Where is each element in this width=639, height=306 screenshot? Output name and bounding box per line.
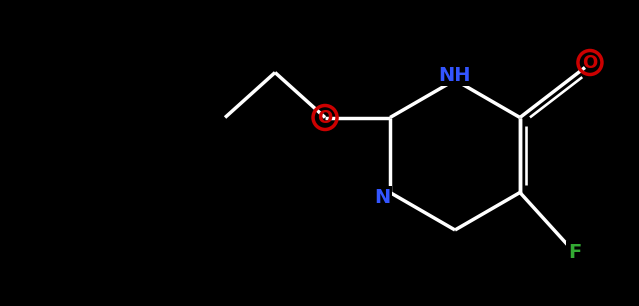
Text: F: F bbox=[568, 243, 581, 262]
Text: N: N bbox=[374, 188, 390, 207]
Text: O: O bbox=[582, 54, 597, 72]
Text: NH: NH bbox=[439, 65, 471, 84]
Text: O: O bbox=[318, 109, 333, 126]
